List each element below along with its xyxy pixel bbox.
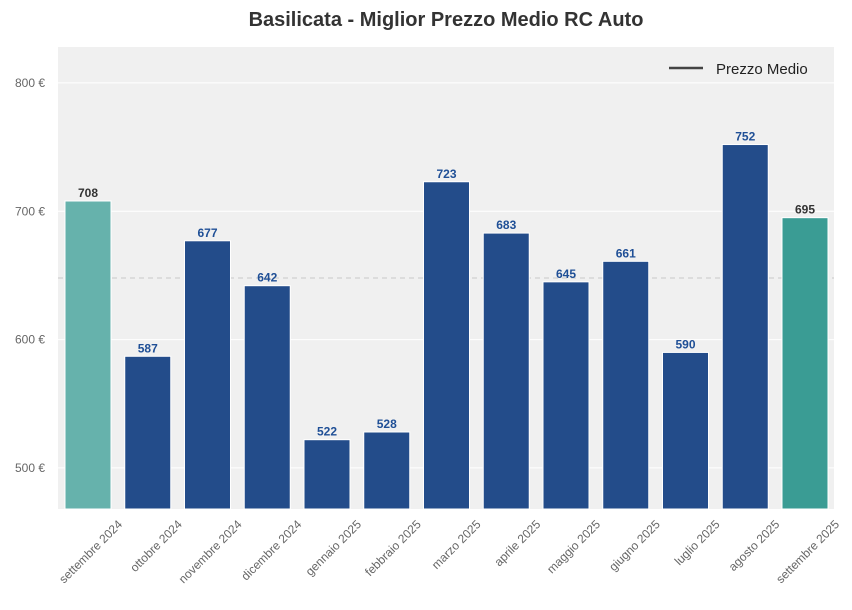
bar: [662, 351, 709, 510]
x-tick-label: maggio 2025: [544, 517, 603, 576]
y-tick-label: 800 €: [15, 76, 45, 90]
x-tick-label: marzo 2025: [429, 517, 484, 572]
bar-value-label: 723: [436, 167, 456, 181]
x-tick-label: luglio 2025: [672, 517, 723, 568]
bar: [64, 200, 112, 510]
bar-value-label: 590: [675, 337, 695, 351]
bars: [64, 144, 829, 510]
bar: [781, 217, 829, 510]
x-tick-label: settembre 2025: [773, 517, 842, 586]
legend-label: Prezzo Medio: [716, 61, 808, 78]
bar-value-label: 752: [735, 130, 755, 144]
x-tick-label: settembre 2024: [56, 517, 125, 586]
bar: [363, 431, 411, 510]
chart-title: Basilicata - Miglior Prezzo Medio RC Aut…: [249, 9, 644, 31]
bar-value-label: 677: [197, 226, 217, 240]
x-tick-label: aprile 2025: [491, 517, 543, 569]
legend: Prezzo Medio: [669, 61, 808, 78]
bar-value-label: 522: [317, 425, 337, 439]
bar-value-label: 661: [616, 246, 636, 260]
bar-value-label: 642: [257, 271, 277, 285]
bar-value-label: 528: [377, 417, 397, 431]
x-tick-label: agosto 2025: [726, 517, 783, 574]
bar: [124, 355, 172, 510]
x-tick-label: gennaio 2025: [303, 517, 365, 579]
x-tick-label: ottobre 2024: [127, 517, 185, 575]
y-axis-ticks: 500 € 600 € 700 € 800 €: [15, 76, 45, 475]
bar-value-label: 683: [496, 218, 516, 232]
x-tick-label: giugno 2025: [606, 517, 663, 574]
bar: [542, 281, 590, 510]
bar: [243, 285, 291, 510]
y-tick-label: 600 €: [15, 333, 45, 347]
bar: [602, 260, 650, 510]
bar-value-label: 695: [795, 203, 815, 217]
y-tick-label: 700 €: [15, 204, 45, 218]
bar: [482, 232, 530, 510]
bar-value-label: 708: [78, 186, 98, 200]
x-tick-label: novembre 2024: [176, 517, 245, 586]
x-tick-label: febbraio 2025: [362, 517, 424, 579]
bar: [303, 439, 351, 510]
bar-value-label: 587: [138, 341, 158, 355]
y-tick-label: 500 €: [15, 461, 45, 475]
bar: [423, 181, 470, 510]
data-labels: 708 587 677 642 522 528 723 683 645 661 590 752 695: [78, 130, 815, 439]
bar: [721, 144, 769, 510]
bar: [184, 240, 231, 510]
bar-value-label: 645: [556, 267, 576, 281]
x-tick-label: dicembre 2024: [238, 517, 304, 583]
